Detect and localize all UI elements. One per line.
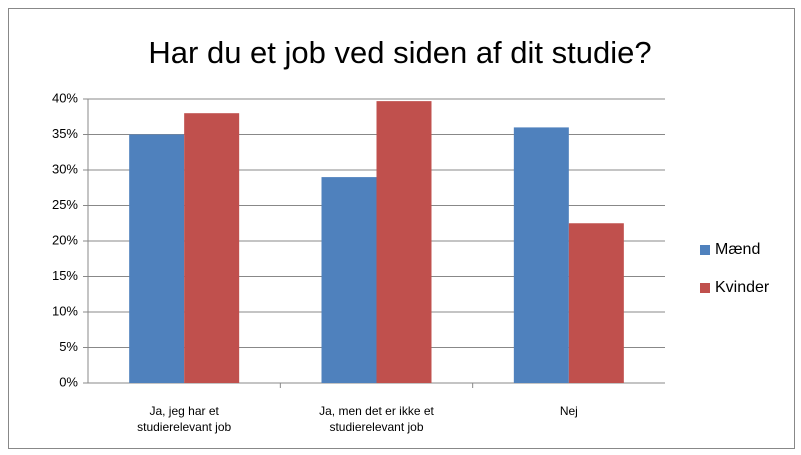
y-tick-label: 10%	[52, 303, 78, 318]
y-tick-label: 0%	[59, 374, 78, 389]
legend-swatch	[700, 283, 710, 293]
bar	[129, 134, 185, 383]
y-tick-label: 20%	[52, 232, 78, 247]
bar	[321, 177, 377, 383]
bar	[184, 113, 240, 383]
x-tick-label: Nej	[559, 404, 578, 418]
y-tick-label: 30%	[52, 161, 78, 176]
bar	[568, 223, 624, 383]
x-tick-label: Ja, men det er ikke et studierelevant jo…	[319, 404, 434, 434]
bar	[513, 127, 569, 384]
y-tick-label: 40%	[52, 90, 78, 105]
legend-label: Mænd	[715, 241, 760, 258]
chart-title: Har du et job ved siden af dit studie?	[148, 35, 651, 70]
legend-swatch	[700, 245, 710, 255]
y-tick-label: 35%	[52, 126, 78, 141]
y-tick-label: 5%	[59, 339, 78, 354]
y-tick-label: 25%	[52, 197, 78, 212]
bar	[376, 101, 432, 383]
x-tick-label: Ja, jeg har et studierelevant job	[137, 404, 232, 434]
legend-label: Kvinder	[715, 279, 770, 296]
y-tick-label: 15%	[52, 268, 78, 283]
